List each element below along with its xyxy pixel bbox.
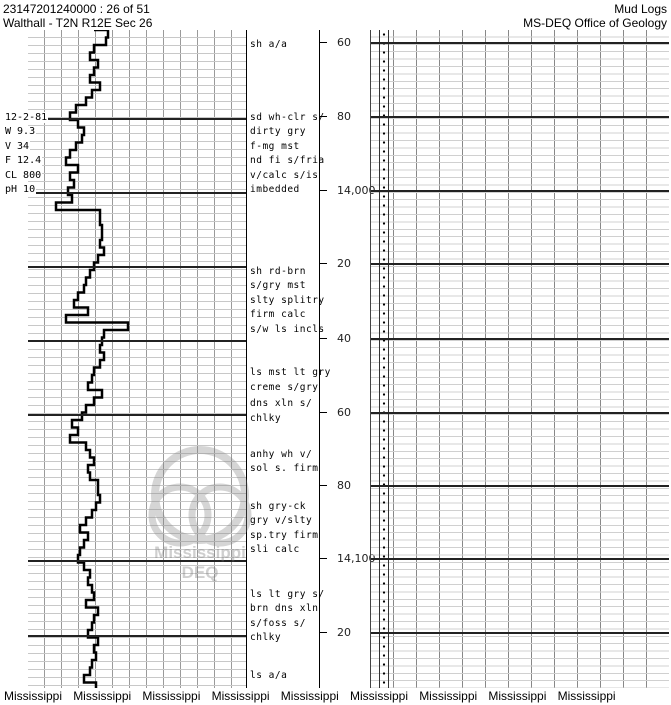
mud-log-scan: sh a/a sd wh-clr s/dirty gry f-mg mst nd fi… [0, 30, 671, 688]
depth-gridline [28, 635, 246, 637]
lithology-description: gry v/slty [250, 515, 313, 526]
depth-tick [319, 558, 327, 559]
depth-label: 60 [337, 36, 351, 49]
agency-name: MS-DEQ Office of Geology [523, 16, 667, 30]
depth-gridline [28, 560, 246, 562]
lithology-description: sh a/a [250, 39, 288, 50]
depth-tick [319, 42, 327, 43]
lithology-description: s/foss s/ [250, 618, 306, 629]
lithology-description: s/w ls incls [250, 324, 325, 335]
lithology-description: ls lt gry s/ [250, 589, 325, 600]
lithology-description: chlky [250, 413, 282, 424]
lithology-description: imbedded [250, 184, 300, 195]
depth-gridline [28, 414, 246, 416]
lithology-description: sh rd-brn [250, 266, 306, 277]
depth-gridline [371, 263, 669, 265]
footer-watermark-text: Mississippi [350, 689, 409, 703]
lithology-description: nd fi s/fria [250, 155, 325, 166]
lithology-track [28, 30, 246, 688]
depth-label: 20 [337, 257, 351, 270]
mud-property: 12-2-81 [4, 112, 49, 123]
document-category: Mud Logs [614, 2, 667, 16]
depth-label: 14,100 [337, 552, 376, 565]
footer-watermark-text: Mississippi [557, 689, 616, 703]
watermark-line2: DEQ [181, 563, 219, 582]
depth-gridline [28, 266, 246, 268]
footer-watermark-text: Mississippi [211, 689, 270, 703]
depth-label: 20 [337, 626, 351, 639]
depth-gridline [371, 116, 669, 118]
lithology-description: ls a/a [250, 670, 288, 681]
mud-property: pH 10 [4, 184, 37, 195]
lithology-description: dns xln s/ [250, 398, 313, 409]
depth-tick [319, 116, 327, 117]
description-column: sh a/a sd wh-clr s/dirty gry f-mg mst nd fi… [246, 30, 330, 688]
depth-gridline [28, 192, 246, 194]
depth-label: 80 [337, 479, 351, 492]
depth-gridline [371, 558, 669, 560]
document-id: 23147201240000 : 26 of 51 [3, 2, 150, 16]
footer-watermark-text: Mississippi [280, 689, 339, 703]
depth-gridline [371, 190, 669, 192]
lithology-description: chlky [250, 632, 282, 643]
depth-label: 14,000 [337, 184, 376, 197]
drill-rate-curve [54, 30, 130, 688]
mdeq-watermark: Mississippi DEQ [120, 445, 280, 605]
lithology-description: sd wh-clr s/ [250, 112, 325, 123]
depth-tick [319, 632, 327, 633]
mud-property: F 12.4 [4, 155, 43, 166]
lithology-description: s/gry mst [250, 280, 306, 291]
lithology-description: f-mg mst [250, 141, 300, 152]
lithology-description: sh gry-ck [250, 501, 306, 512]
lithology-description: creme s/gry [250, 382, 319, 393]
depth-gridline [371, 632, 669, 634]
lithology-description: brn dns xln [250, 603, 319, 614]
depth-label: 80 [337, 110, 351, 123]
depth-label: 60 [337, 406, 351, 419]
depth-tick [319, 338, 327, 339]
depth-gridline [371, 412, 669, 414]
depth-tick [319, 190, 327, 191]
depth-gridline [371, 338, 669, 340]
depth-gridline [371, 42, 669, 44]
footer-watermark-text: Mississippi [73, 689, 132, 703]
lithology-description: sp.try firm [250, 530, 319, 541]
depth-tick [319, 485, 327, 486]
depth-column: 60 80 14,000 20 40 60 80 14,100 20 [319, 30, 376, 688]
mud-property: CL 800 [4, 170, 43, 181]
dotted-column [379, 30, 389, 688]
footer-watermark-text: Mississippi [419, 689, 478, 703]
depth-gridline [28, 118, 246, 120]
depth-gridline [371, 485, 669, 487]
depth-label: 40 [337, 332, 351, 345]
lithology-description: anhy wh v/ [250, 449, 313, 460]
depth-tick [319, 263, 327, 264]
footer-watermark-text: Mississippi [4, 689, 63, 703]
lithology-description: v/calc s/is [250, 170, 319, 181]
lithology-description: dirty gry [250, 126, 306, 137]
footer-watermark-text: Mississippi [142, 689, 201, 703]
footer-watermark-text: Mississippi [488, 689, 547, 703]
mdeq-logo-icon [148, 446, 252, 547]
lithology-description: sol s. firm [250, 463, 319, 474]
lithology-description: slty splitry [250, 295, 325, 306]
mud-property: V 34 [4, 141, 31, 152]
lithology-description: sli calc [250, 544, 300, 555]
lithology-description: firm calc [250, 309, 306, 320]
mud-property: W 9.3 [4, 126, 37, 137]
watermark-line1: Mississippi [154, 543, 246, 562]
depth-tick [319, 412, 327, 413]
lithology-description: ls mst lt gry [250, 367, 331, 378]
well-location: Walthall - T2N R12E Sec 26 [3, 16, 153, 30]
depth-gridline [28, 340, 246, 342]
gas-track-grid [370, 30, 669, 688]
